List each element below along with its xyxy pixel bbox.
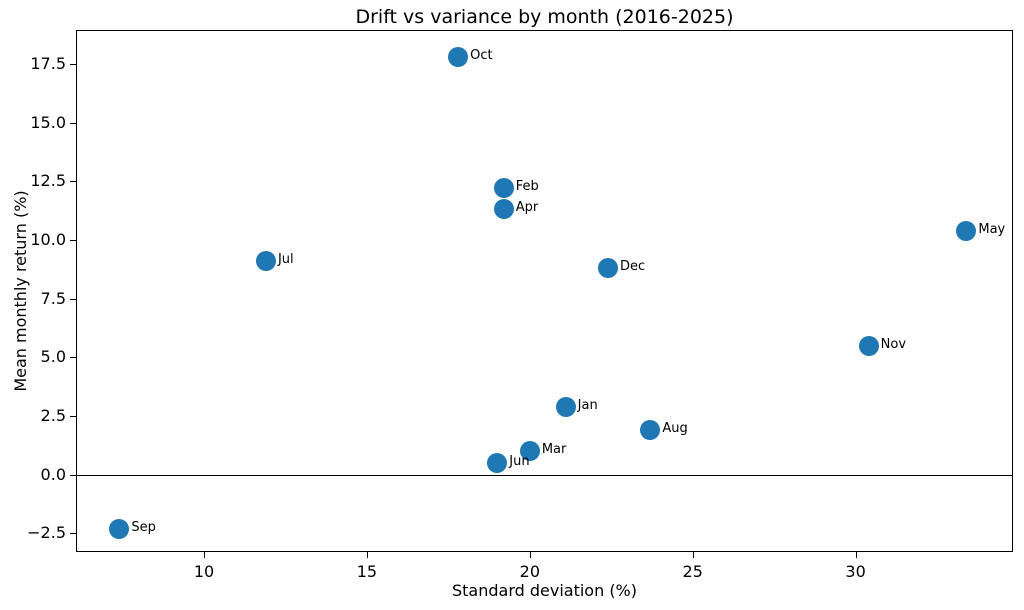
y-axis-tick-label: 2.5 xyxy=(40,406,66,425)
y-axis-tick-mark xyxy=(70,357,76,359)
y-axis-label: Mean monthly return (%) xyxy=(11,190,30,392)
x-axis-tick-mark xyxy=(204,552,206,558)
x-axis-tick-mark xyxy=(855,552,857,558)
y-axis-tick-label: 12.5 xyxy=(30,171,66,191)
point-label-nov: Nov xyxy=(880,336,907,352)
x-axis-tick-label: 20 xyxy=(519,562,540,581)
plot-area: 10 15 20 25 30 17.5 15.0 12.5 10.0 7.5 5.0 2.5 0.0 −2… xyxy=(27,30,1013,581)
y-axis-tick-label: −2.5 xyxy=(27,523,66,543)
y-axis-tick-mark xyxy=(70,122,76,124)
y-axis-tick-label: 0.0 xyxy=(40,464,66,484)
y-axis-tick-mark xyxy=(70,533,76,535)
x-axis-tick-mark xyxy=(692,552,694,558)
data-point-feb xyxy=(493,178,514,199)
y-axis-tick-label: 10.0 xyxy=(30,229,66,249)
point-label-apr: Apr xyxy=(515,200,539,216)
data-point-jul xyxy=(255,251,276,272)
data-point-sep xyxy=(109,518,130,539)
point-label-jan: Jan xyxy=(577,397,598,413)
x-axis-tick-label: 30 xyxy=(845,562,866,581)
data-point-mar xyxy=(519,441,540,462)
y-axis-tick-label: 17.5 xyxy=(30,53,66,73)
data-point-may xyxy=(956,220,977,241)
point-label-sep: Sep xyxy=(131,519,156,535)
x-axis-tick-label: 10 xyxy=(193,562,215,581)
data-point-aug xyxy=(640,420,661,441)
point-label-mar: Mar xyxy=(541,442,567,458)
x-axis-tick-mark xyxy=(529,552,531,558)
point-label-jul: Jul xyxy=(277,252,294,268)
y-axis-tick-mark xyxy=(70,298,76,300)
point-label-dec: Dec xyxy=(620,259,646,275)
zero-reference-line xyxy=(77,474,1012,476)
data-point-nov xyxy=(858,335,879,356)
point-label-feb: Feb xyxy=(515,179,539,195)
point-label-may: May xyxy=(978,221,1006,237)
y-axis-tick-label: 7.5 xyxy=(40,288,66,308)
y-axis-tick-mark xyxy=(70,63,76,65)
x-axis-tick-label: 25 xyxy=(682,562,703,581)
y-axis-tick-mark xyxy=(70,474,76,476)
point-label-jun: Jun xyxy=(509,453,530,469)
y-axis-tick-label: 15.0 xyxy=(30,112,66,132)
y-axis-tick-mark xyxy=(70,239,76,241)
x-axis-label: Standard deviation (%) xyxy=(451,581,637,600)
data-point-dec xyxy=(598,258,619,279)
point-label-aug: Aug xyxy=(662,421,688,437)
chart-title: Drift vs variance by month (2016-2025) xyxy=(355,6,734,28)
x-axis-tick-label: 15 xyxy=(356,562,378,581)
y-axis-tick-mark xyxy=(70,181,76,183)
y-axis-tick-label: 5.0 xyxy=(40,347,66,367)
data-point-oct xyxy=(448,46,469,67)
y-axis-tick-mark xyxy=(70,416,76,417)
data-point-apr xyxy=(493,199,514,220)
point-label-oct: Oct xyxy=(470,47,493,63)
data-point-jun xyxy=(487,452,508,473)
x-axis-tick-mark xyxy=(366,552,368,558)
data-point-jan xyxy=(555,396,576,417)
